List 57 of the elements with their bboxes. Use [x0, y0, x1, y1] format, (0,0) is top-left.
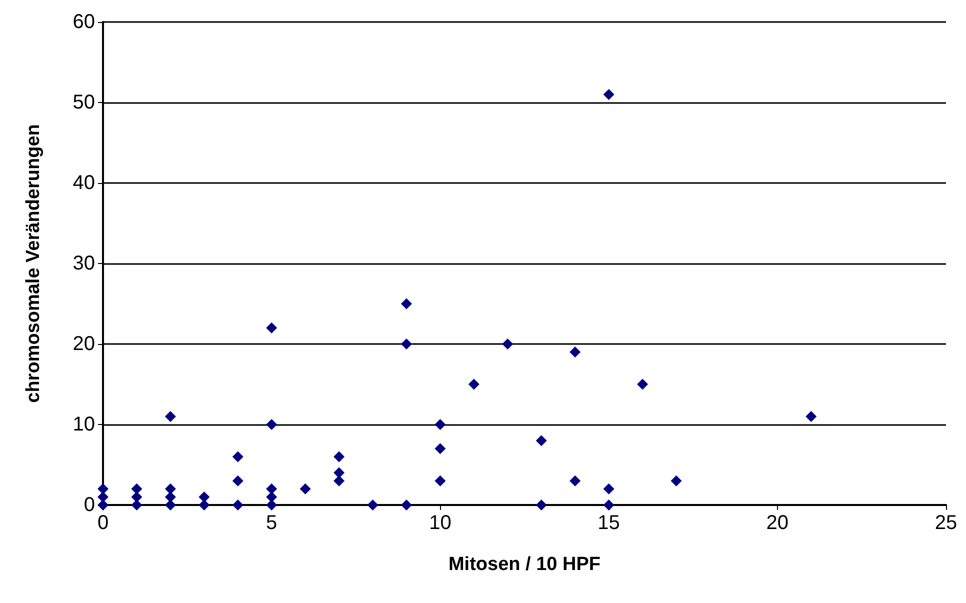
x-axis-title: Mitosen / 10 HPF	[448, 554, 601, 575]
point	[164, 483, 176, 494]
point	[603, 88, 614, 100]
point	[603, 483, 614, 494]
point	[266, 419, 278, 430]
point	[570, 346, 581, 358]
point	[131, 491, 142, 502]
point	[334, 475, 345, 486]
point	[98, 500, 108, 510]
y-tick-label: 10	[72, 414, 95, 436]
point	[266, 491, 278, 502]
y-tick-label: 50	[72, 92, 95, 114]
y-tick-label: 30	[72, 252, 95, 274]
point	[198, 491, 210, 502]
point	[131, 500, 142, 510]
point	[98, 483, 108, 494]
x-tick-label: 20	[766, 512, 789, 534]
point	[400, 500, 412, 510]
point	[232, 451, 244, 462]
point	[164, 491, 176, 502]
point	[637, 378, 648, 390]
point	[670, 475, 682, 486]
y-tick-label: 20	[72, 333, 95, 355]
point	[570, 475, 581, 486]
y-tick-label: 60	[72, 11, 95, 33]
point	[400, 338, 412, 350]
point	[434, 419, 446, 430]
x-tick-label: 0	[97, 512, 109, 534]
point	[434, 443, 446, 454]
point	[164, 500, 176, 510]
x-tick-label: 15	[598, 512, 620, 534]
y-axis-title: chromosomale Veränderungen	[23, 124, 44, 403]
point	[266, 322, 278, 334]
point	[603, 500, 614, 510]
point	[400, 298, 412, 310]
point	[164, 410, 176, 422]
point	[266, 483, 278, 494]
x-tick-label: 10	[429, 512, 452, 534]
point	[131, 483, 142, 494]
point	[536, 500, 547, 510]
point	[502, 338, 514, 350]
point	[367, 500, 378, 510]
point	[468, 378, 480, 390]
y-tick-label: 40	[72, 172, 95, 194]
point	[198, 500, 210, 510]
point	[232, 500, 244, 510]
point	[806, 410, 817, 422]
point	[300, 483, 311, 494]
point	[334, 451, 345, 462]
point	[536, 435, 547, 446]
point	[232, 475, 244, 486]
point	[266, 500, 278, 510]
point	[434, 475, 446, 486]
y-tick-label: 0	[84, 494, 95, 516]
x-tick-label: 5	[266, 512, 278, 534]
x-tick-label: 25	[934, 512, 958, 534]
point	[334, 467, 345, 478]
